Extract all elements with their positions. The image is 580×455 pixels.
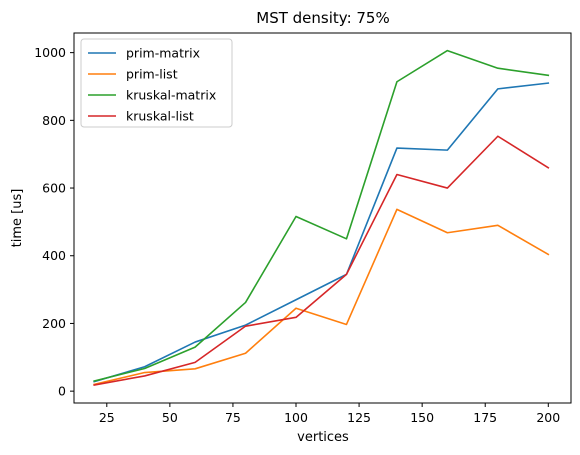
x-tick-label: 125 bbox=[347, 410, 371, 425]
legend-box bbox=[80, 38, 233, 128]
series-line-prim-list bbox=[93, 208, 550, 386]
legend: prim-matrix prim-list kruskal-matrix kruska… bbox=[80, 38, 233, 128]
plot-lines bbox=[93, 49, 550, 386]
y-axis-label: time [us] bbox=[10, 189, 25, 248]
x-tick-label: 50 bbox=[162, 410, 178, 425]
legend-label-prim-matrix: prim-matrix bbox=[126, 46, 200, 61]
series-line-prim-matrix bbox=[93, 82, 550, 383]
x-tick-label: 200 bbox=[536, 410, 560, 425]
y-tick-label: 0 bbox=[58, 384, 66, 399]
x-axis-label: vertices bbox=[297, 430, 349, 445]
y-tick-label: 800 bbox=[42, 113, 66, 128]
x-tick-label: 150 bbox=[410, 410, 434, 425]
legend-label-prim-list: prim-list bbox=[126, 67, 178, 82]
x-tick-label: 175 bbox=[473, 410, 497, 425]
series-line-kruskal-list bbox=[93, 135, 550, 386]
y-axis: 0 200 400 600 800 1000 bbox=[34, 45, 74, 399]
chart-title: MST density: 75% bbox=[256, 9, 389, 27]
x-tick-label: 75 bbox=[225, 410, 241, 425]
x-tick-label: 100 bbox=[284, 410, 308, 425]
plot-frame bbox=[73, 32, 572, 404]
y-tick-label: 600 bbox=[42, 181, 66, 196]
y-tick-label: 1000 bbox=[34, 45, 66, 60]
y-tick-label: 200 bbox=[42, 316, 66, 331]
legend-label-kruskal-list: kruskal-list bbox=[126, 109, 194, 124]
x-axis: 25 50 75 100 125 150 175 200 bbox=[99, 403, 560, 425]
x-tick-label: 25 bbox=[99, 410, 115, 425]
series-line-kruskal-matrix bbox=[93, 49, 550, 382]
y-tick-label: 400 bbox=[42, 248, 66, 263]
legend-label-kruskal-matrix: kruskal-matrix bbox=[126, 88, 216, 103]
